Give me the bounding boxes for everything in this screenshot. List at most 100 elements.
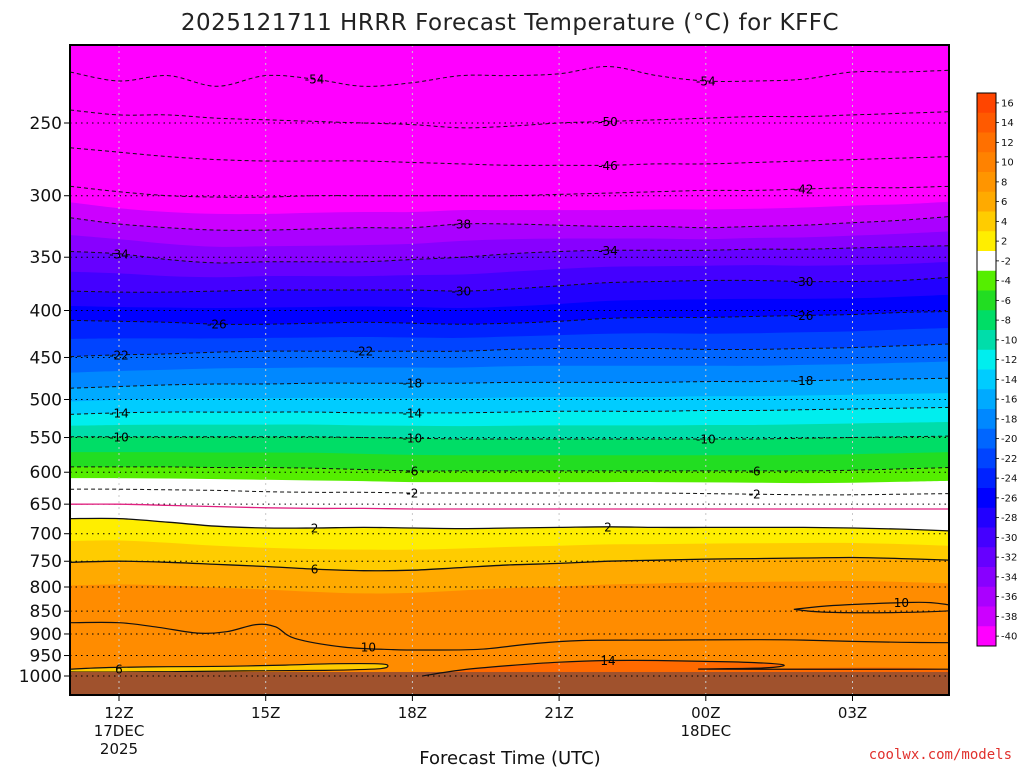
colorbar-swatch: [977, 251, 996, 272]
temp-band-amber: [70, 540, 949, 571]
contour-label: -54: [696, 74, 716, 88]
y-tick-label: 300: [30, 187, 62, 207]
contour-label: -6: [749, 464, 761, 478]
colorbar-label: -16: [1001, 395, 1017, 406]
colorbar-label: 4: [1001, 217, 1007, 228]
temp-band-sub: [70, 167, 949, 198]
contour-label: -26: [207, 318, 227, 332]
colorbar-label: 16: [1001, 98, 1014, 109]
contour-14: [422, 659, 949, 677]
colorbar-swatch: [977, 448, 996, 469]
x-tick-label: 12Z: [104, 704, 133, 722]
colorbar-label: -24: [1001, 474, 1017, 485]
y-tick-label: 750: [30, 552, 62, 572]
x-tick-sublabel: 18DEC: [681, 722, 732, 740]
x-tick-label: 03Z: [838, 704, 867, 722]
colorbar-swatch: [977, 567, 996, 588]
contour-10: [70, 621, 949, 651]
temp-band-sub: [70, 261, 949, 293]
contour--42: [70, 185, 949, 198]
colorbar-label: -14: [1001, 375, 1017, 386]
contours: [70, 65, 949, 677]
colorbar-swatch: [977, 330, 996, 351]
temp-band-sub: [70, 91, 949, 128]
freezing-line: [70, 503, 949, 510]
y-tick-label: 900: [30, 625, 62, 645]
y-tick-label: 500: [30, 391, 62, 411]
colorbar-label: 2: [1001, 237, 1007, 248]
colorbar-swatch: [977, 191, 996, 212]
temp-band-sub: [70, 201, 949, 231]
contour-6: [70, 556, 949, 572]
x-tick-sublabel: 17DEC: [94, 722, 145, 740]
colorbar-swatch: [977, 507, 996, 528]
contour--38: [70, 216, 949, 231]
colorbar-swatch: [977, 231, 996, 252]
contour--54: [70, 65, 949, 87]
contour-label: 2: [604, 520, 612, 534]
colorbar-label: 6: [1001, 197, 1007, 208]
colorbar-frame: [976, 92, 997, 647]
contour--50: [70, 109, 949, 129]
chart-title: 2025121711 HRRR Forecast Temperature (°C…: [181, 10, 839, 36]
contour-label: -2: [406, 486, 418, 500]
colorbar-label: 8: [1001, 177, 1007, 188]
contour-label: -18: [794, 374, 814, 388]
temp-band-orange: [70, 557, 949, 594]
y-tick-label: 250: [30, 114, 62, 134]
credit-link[interactable]: coolwx.com/models: [869, 747, 1012, 763]
contour-label: -22: [109, 348, 129, 362]
temp-band-sub: [70, 452, 949, 471]
y-tick-label: 800: [30, 578, 62, 598]
colorbar-swatch: [977, 547, 996, 568]
y-tick-label: 700: [30, 525, 62, 545]
y-tick-label: 350: [30, 248, 62, 268]
contour-label: 10: [361, 641, 376, 655]
contour-label: -50: [598, 115, 618, 129]
colorbar-label: -26: [1001, 493, 1017, 504]
temp-band-sub: [70, 478, 949, 495]
temperature-bands: [70, 45, 949, 695]
plot-area: -54 -54-50-46-42-38-34 -34-30-30-26-26-22-…: [70, 45, 949, 695]
contour-label: 6: [115, 662, 123, 676]
colorbar-label: -6: [1001, 296, 1011, 307]
x-tick-label: 00Z: [691, 704, 720, 722]
x-tick-label: 15Z: [251, 704, 280, 722]
contour-6-pocket: [70, 663, 389, 673]
colorbar-swatch: [977, 409, 996, 430]
colorbar-label: -38: [1001, 612, 1017, 623]
colorbar-swatch: [977, 389, 996, 410]
temp-band-sub: [70, 393, 949, 415]
contour-label: 14: [600, 654, 615, 668]
x-tick-label: 21Z: [544, 704, 573, 722]
contour-label: -14: [403, 406, 423, 420]
colorbar-label: -32: [1001, 553, 1017, 564]
temp-band-sub: [70, 422, 949, 440]
grid: [70, 45, 949, 695]
contour-labels: -54 -54-50-46-42-38-34 -34-30-30-26-26-22-…: [109, 73, 909, 677]
contour-label: -2: [749, 488, 761, 502]
contour-label: -38: [451, 217, 471, 231]
contour-label: -6: [406, 464, 418, 478]
contour-label: -34: [109, 247, 129, 261]
y-axis: 250 300 350 400 450 500 550 600 650 700 750 800 850 9…: [19, 114, 70, 687]
colorbar-label: -20: [1001, 434, 1017, 445]
colorbar-swatch: [977, 290, 996, 311]
contour-label: -54: [305, 73, 325, 87]
contour-label: -46: [598, 159, 618, 173]
x-axis-label: Forecast Time (UTC): [419, 748, 600, 768]
colorbar-swatch: [977, 428, 996, 449]
contour-label: -14: [109, 406, 129, 420]
contour-10: [793, 601, 949, 614]
colorbar-label: 12: [1001, 138, 1014, 149]
contour-label: 2: [311, 521, 319, 535]
colorbar-swatch: [977, 211, 996, 232]
contour-label: -30: [451, 285, 471, 299]
colorbar-swatch: [977, 310, 996, 331]
y-tick-label: 650: [30, 495, 62, 515]
contour-label: -10: [403, 432, 423, 446]
contour-label: -22: [354, 345, 374, 359]
colorbar-label: -2: [1001, 256, 1011, 267]
